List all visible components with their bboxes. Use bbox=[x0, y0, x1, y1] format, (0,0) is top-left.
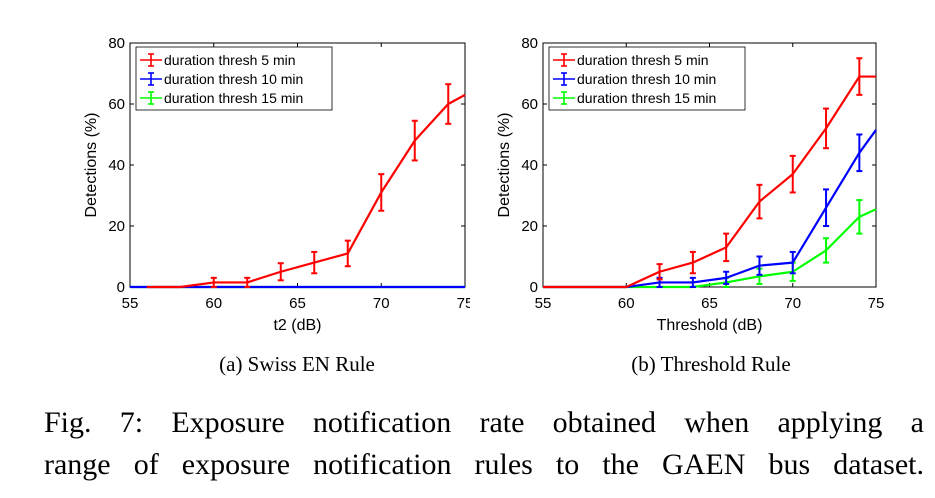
legend-entry: duration thresh 15 min bbox=[553, 90, 716, 106]
legend-entry: duration thresh 5 min bbox=[553, 52, 709, 68]
series-line-0 bbox=[543, 75, 876, 289]
error-bar bbox=[311, 250, 318, 275]
error-bar bbox=[344, 239, 351, 268]
x-tick-label: 65 bbox=[701, 295, 718, 312]
x-tick-label: 60 bbox=[618, 295, 635, 312]
x-tick-label: 70 bbox=[784, 295, 801, 312]
error-bar bbox=[789, 154, 796, 194]
legend-label: duration thresh 15 min bbox=[577, 90, 716, 106]
error-bar bbox=[378, 173, 385, 212]
error-bar bbox=[411, 119, 418, 162]
legend-label: duration thresh 10 min bbox=[164, 71, 303, 87]
subcaption-a: (a) Swiss EN Rule bbox=[219, 352, 375, 376]
error-bar bbox=[823, 107, 830, 150]
error-bar bbox=[789, 250, 796, 275]
chart-threshold-rule: 55 60 65 70 75 0 20 40 60 80 Threshold (dB) Detecti… bbox=[496, 35, 885, 334]
y-axis-label: Detections (%) bbox=[83, 113, 100, 218]
series-line-2 bbox=[543, 208, 877, 289]
error-bar bbox=[856, 57, 863, 96]
legend-label: duration thresh 15 min bbox=[164, 90, 303, 106]
legend-label: duration thresh 5 min bbox=[577, 52, 709, 68]
error-bar bbox=[689, 250, 696, 275]
error-bar bbox=[723, 232, 730, 263]
error-bar bbox=[856, 133, 863, 173]
legend-entry: duration thresh 10 min bbox=[140, 71, 303, 87]
x-tick-label: 75 bbox=[457, 295, 470, 312]
axes-box bbox=[542, 42, 877, 288]
legend-entry: duration thresh 15 min bbox=[140, 90, 303, 106]
series-line-0 bbox=[146, 93, 466, 289]
error-bar bbox=[244, 276, 251, 288]
error-bar bbox=[856, 199, 863, 235]
y-tick-label: 40 bbox=[108, 157, 125, 174]
error-bar bbox=[656, 263, 663, 281]
legend-box bbox=[135, 46, 333, 111]
legend-label: duration thresh 10 min bbox=[577, 71, 716, 87]
legend-box bbox=[548, 46, 746, 111]
y-tick-label: 80 bbox=[521, 35, 538, 52]
error-bar bbox=[756, 183, 763, 220]
error-bar bbox=[756, 255, 763, 276]
series-line-1 bbox=[543, 129, 877, 289]
error-bar bbox=[689, 276, 696, 288]
legend-label: duration thresh 5 min bbox=[164, 52, 296, 68]
subcaption-b: (b) Threshold Rule bbox=[631, 352, 791, 376]
y-axis-label: Detections (%) bbox=[496, 113, 513, 218]
x-tick-label: 65 bbox=[289, 295, 306, 312]
legend-entry: duration thresh 5 min bbox=[140, 52, 296, 68]
legend-entry: duration thresh 10 min bbox=[553, 71, 716, 87]
x-tick-label: 70 bbox=[373, 295, 390, 312]
y-tick-label: 40 bbox=[521, 157, 538, 174]
y-tick-label: 0 bbox=[530, 279, 538, 296]
error-bar bbox=[210, 276, 217, 288]
x-tick-label: 55 bbox=[535, 295, 552, 312]
error-bar bbox=[823, 237, 830, 264]
error-bar bbox=[823, 188, 830, 227]
caption-line-2: range of exposure notification rules to … bbox=[44, 448, 924, 481]
y-tick-label: 80 bbox=[108, 35, 125, 52]
figure-caption: Fig. 7: Exposure notification rate obtai… bbox=[44, 402, 924, 486]
y-tick-label: 60 bbox=[108, 96, 125, 113]
caption-line-1: Fig. 7: Exposure notification rate obtai… bbox=[44, 406, 924, 439]
x-tick-label: 55 bbox=[122, 295, 139, 312]
x-tick-label: 60 bbox=[205, 295, 222, 312]
y-tick-label: 20 bbox=[521, 218, 538, 235]
error-bar bbox=[445, 83, 452, 125]
x-tick-label: 75 bbox=[868, 295, 885, 312]
chart-swiss-en-rule: 55 60 65 70 75 0 20 40 60 80 t2 (dB) Detections (%)… bbox=[83, 35, 470, 334]
error-bar bbox=[277, 262, 284, 282]
error-bar bbox=[723, 270, 730, 285]
y-tick-label: 20 bbox=[108, 218, 125, 235]
y-tick-label: 0 bbox=[117, 279, 125, 296]
x-axis-label: t2 (dB) bbox=[273, 317, 321, 334]
x-axis-label: Threshold (dB) bbox=[657, 317, 763, 334]
y-tick-label: 60 bbox=[521, 96, 538, 113]
